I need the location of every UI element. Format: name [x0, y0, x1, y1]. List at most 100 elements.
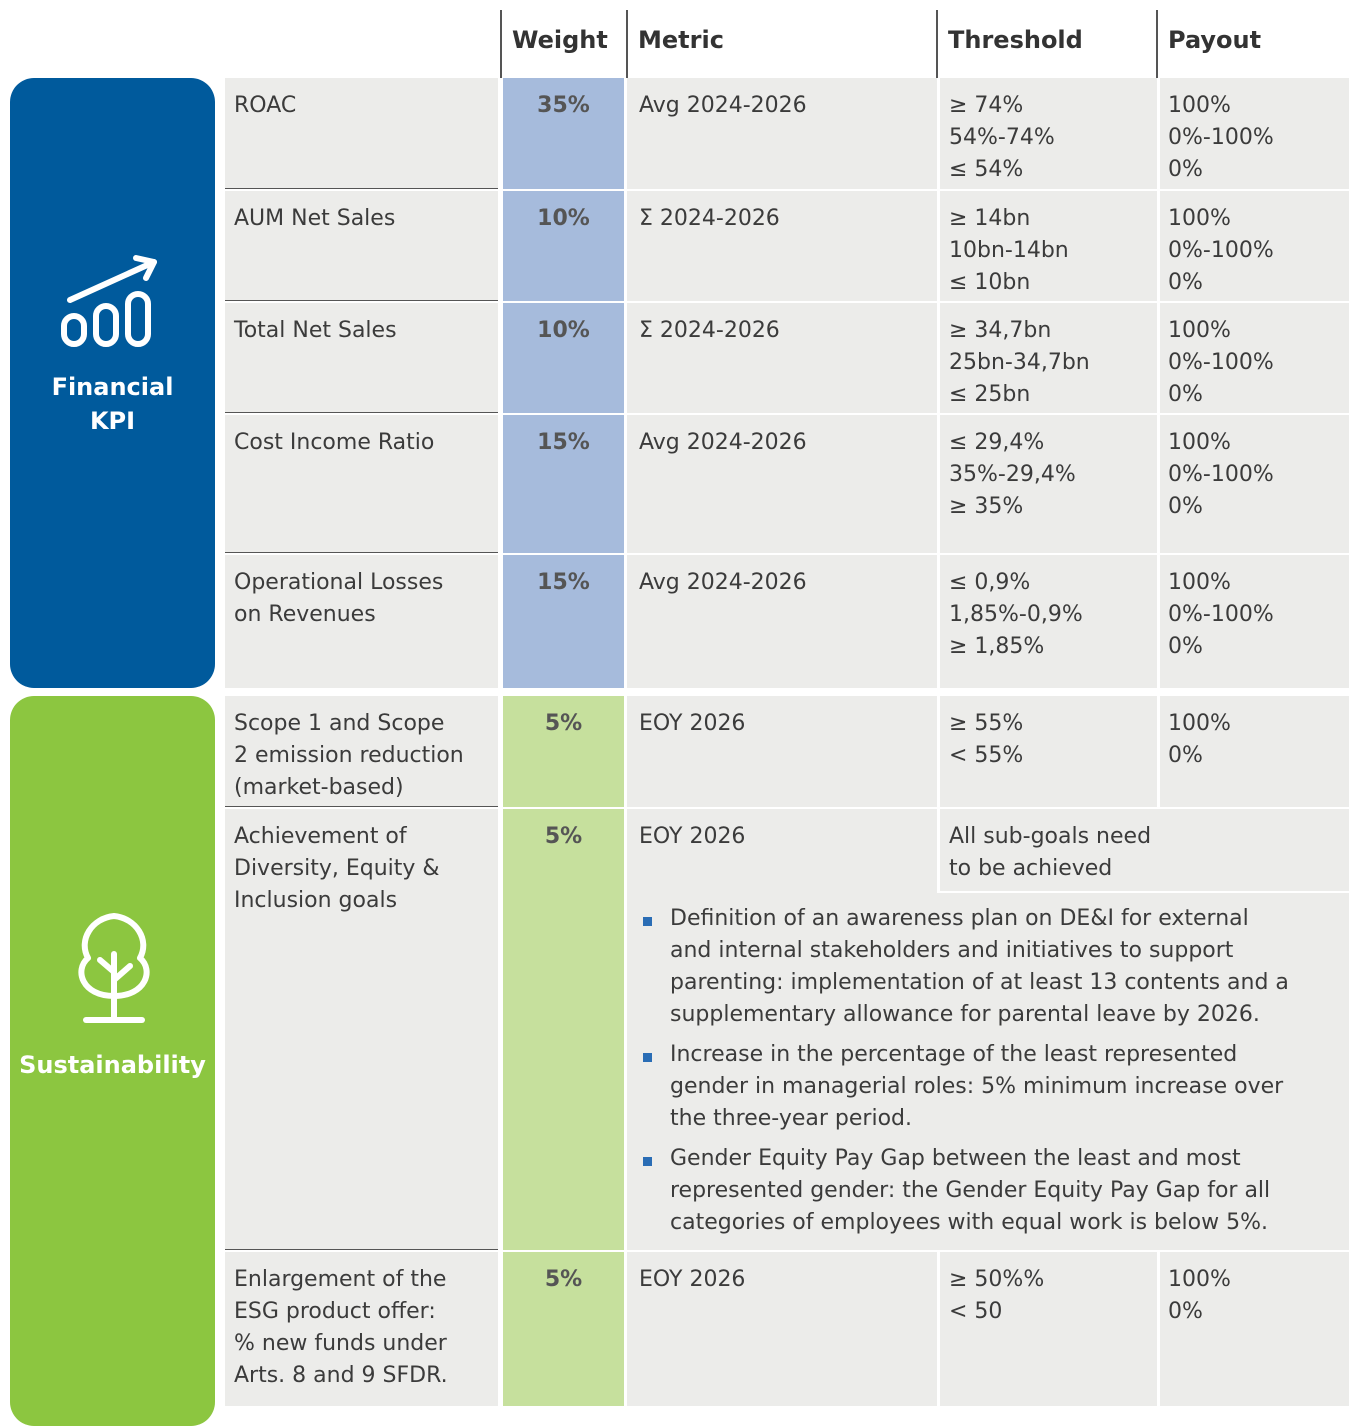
payout-cell — [1160, 303, 1349, 413]
metric-cell — [627, 415, 937, 553]
metric: Σ 2024-2026 — [639, 206, 780, 231]
goal-text: Definition of an awareness plan on DE&I … — [670, 906, 1249, 931]
threshold: < 55% — [949, 743, 1024, 768]
metric: EOY 2026 — [639, 711, 746, 736]
threshold: ≤ 0,9% — [949, 570, 1031, 595]
kpi-name: Scope 1 and Scope — [234, 711, 445, 736]
row-name-cell — [225, 191, 498, 301]
metric: Σ 2024-2026 — [639, 318, 780, 343]
threshold: ≥ 14bn — [949, 206, 1031, 231]
row-name-cell — [225, 555, 498, 688]
goal-text: supplementary allowance for parental lea… — [670, 1002, 1260, 1027]
metric: Avg 2024-2026 — [639, 93, 807, 118]
metric-cell — [627, 696, 937, 807]
weight: 5% — [544, 824, 583, 849]
goal-text: represented gender: the Gender Equity Pa… — [670, 1178, 1271, 1203]
metric: Avg 2024-2026 — [639, 570, 807, 595]
payout: 0% — [1168, 1299, 1203, 1324]
section-label: KPI — [89, 407, 136, 435]
kpi-name: (market-based) — [234, 775, 404, 800]
weight: 15% — [537, 430, 590, 455]
threshold: ≤ 25bn — [949, 382, 1031, 407]
payout: 100% — [1168, 93, 1231, 118]
row-name-cell — [225, 303, 498, 413]
payout: 0%-100% — [1168, 462, 1274, 487]
threshold-cell — [940, 303, 1157, 413]
threshold: 25bn-34,7bn — [949, 350, 1090, 375]
column-header: Weight — [512, 26, 608, 54]
goal-text: parenting: implementation of at least 13… — [670, 970, 1289, 995]
payout-cell — [1160, 1252, 1349, 1406]
goals-cell — [630, 893, 1349, 1250]
payout-cell — [1160, 415, 1349, 553]
goal-text: categories of employees with equal work … — [670, 1210, 1269, 1235]
column-header: Payout — [1168, 26, 1262, 54]
threshold: 35%-29,4% — [949, 462, 1076, 487]
threshold-cell — [940, 415, 1157, 553]
threshold: < 50 — [949, 1299, 1003, 1324]
payout: 0%-100% — [1168, 238, 1274, 263]
metric-cell — [627, 78, 937, 189]
payout-cell — [1160, 696, 1349, 807]
kpi-name: Total Net Sales — [234, 318, 397, 343]
header-divider — [500, 10, 502, 78]
weight-cell — [503, 1252, 624, 1406]
goal-text: Increase in the percentage of the least … — [670, 1042, 1238, 1067]
weight-cell — [503, 555, 624, 688]
payout: 0% — [1168, 270, 1203, 295]
bullet — [643, 1053, 652, 1062]
kpi-name: on Revenues — [234, 602, 376, 627]
payout: 0%-100% — [1168, 125, 1274, 150]
section-label: Financial — [51, 373, 174, 401]
metric-cell — [627, 191, 937, 301]
threshold: ≥ 55% — [949, 711, 1024, 736]
row-name-cell — [225, 78, 498, 189]
threshold: 54%-74% — [949, 125, 1055, 150]
threshold: ≥ 1,85% — [949, 634, 1045, 659]
threshold: ≥ 34,7bn — [949, 318, 1052, 343]
kpi-name: Diversity, Equity & — [234, 856, 440, 881]
kpi-name: Operational Losses — [234, 570, 444, 595]
weight: 10% — [537, 318, 590, 343]
weight-cell — [503, 191, 624, 301]
column-header: Threshold — [948, 26, 1083, 54]
payout: 0% — [1168, 743, 1203, 768]
threshold-cell — [940, 191, 1157, 301]
kpi-name: Arts. 8 and 9 SFDR. — [234, 1363, 448, 1388]
goal-text: gender in managerial roles: 5% minimum i… — [670, 1074, 1284, 1099]
payout: 0%-100% — [1168, 350, 1274, 375]
metric: EOY 2026 — [639, 1267, 746, 1292]
threshold: ≤ 10bn — [949, 270, 1031, 295]
header-divider — [1156, 10, 1158, 78]
weight-cell — [503, 78, 624, 189]
payout-cell — [1160, 555, 1349, 688]
metric: EOY 2026 — [639, 824, 746, 849]
metric-cell — [627, 303, 937, 413]
kpi-name: Cost Income Ratio — [234, 430, 435, 455]
weight: 5% — [544, 1267, 583, 1292]
goal-text: Gender Equity Pay Gap between the least … — [670, 1146, 1241, 1171]
row-name-cell — [225, 1252, 498, 1406]
payout: 0% — [1168, 382, 1203, 407]
column-header: Metric — [638, 26, 724, 54]
threshold: ≤ 54% — [949, 157, 1024, 182]
financial-block — [10, 78, 215, 688]
kpi-name: AUM Net Sales — [234, 206, 396, 231]
header-divider — [936, 10, 938, 78]
payout-cell — [1160, 78, 1349, 189]
metric-cell — [627, 1252, 937, 1406]
threshold-cell — [940, 1252, 1157, 1406]
payout: 0% — [1168, 494, 1203, 519]
row-name-cell — [225, 696, 498, 807]
kpi-name: ROAC — [234, 93, 297, 118]
payout: 100% — [1168, 711, 1231, 736]
tree-icon — [78, 913, 150, 1023]
payout: 100% — [1168, 430, 1231, 455]
bullet — [643, 917, 652, 926]
payout: 0% — [1168, 157, 1203, 182]
threshold: ≥ 35% — [949, 494, 1024, 519]
weight-cell — [503, 696, 624, 807]
weight: 35% — [537, 93, 590, 118]
goal-text: and internal stakeholders and initiative… — [670, 938, 1234, 963]
